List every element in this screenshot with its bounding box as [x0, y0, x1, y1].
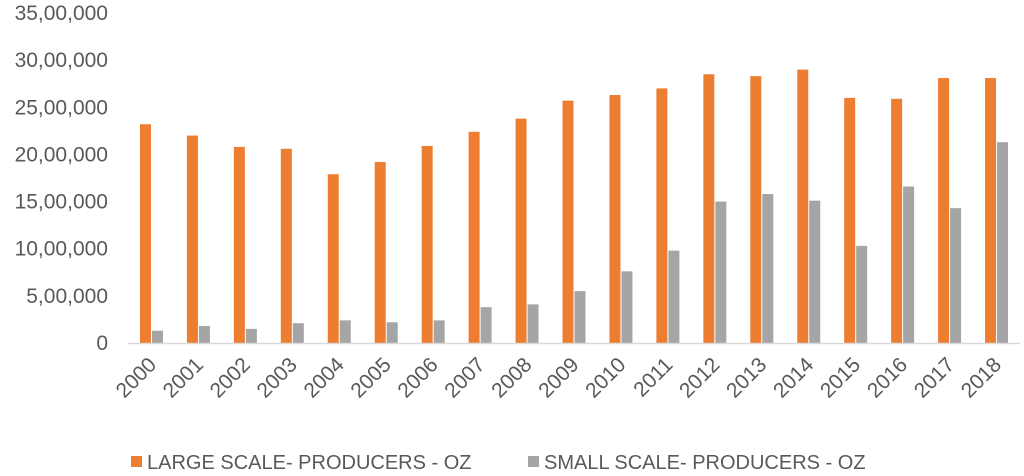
small-scale-bar: [997, 142, 1009, 343]
y-tick-label: 10,00,000: [15, 238, 108, 261]
large-scale-bar: [985, 78, 997, 344]
large-scale-bar: [421, 145, 433, 343]
small-scale-bar: [198, 326, 210, 343]
small-scale-bar: [433, 320, 445, 343]
x-tick-label: 2013: [722, 353, 771, 402]
y-tick-label: 20,00,000: [15, 143, 108, 166]
legend-swatch: [528, 456, 539, 467]
legend-label: SMALL SCALE- PRODUCERS - OZ: [544, 452, 866, 474]
small-scale-bar: [151, 330, 163, 343]
x-tick-label: 2006: [393, 353, 442, 402]
small-scale-bar: [668, 250, 680, 343]
small-scale-bar: [950, 208, 962, 343]
y-tick-label: 0: [96, 332, 108, 355]
x-tick-label: 2001: [159, 353, 208, 402]
large-scale-bar: [515, 118, 527, 343]
large-scale-bar: [186, 135, 198, 343]
x-tick-label: 2008: [487, 353, 536, 402]
small-scale-bar: [903, 186, 915, 343]
x-tick-label: 2004: [300, 353, 350, 403]
x-tick-label: 2009: [534, 353, 583, 402]
y-tick-label: 25,00,000: [15, 96, 108, 119]
x-tick-label: 2005: [346, 353, 395, 402]
large-scale-bar: [844, 97, 856, 343]
large-scale-bar: [797, 69, 809, 344]
y-axis-ticks: 0 5,00,000 10,00,000 15,00,000 20,00,000 25,0…: [15, 2, 108, 355]
legend-small-scale: SMALL SCALE- PRODUCERS - OZ: [528, 452, 866, 474]
large-scale-bar: [609, 95, 621, 344]
x-tick-label: 2018: [957, 353, 1006, 402]
x-axis-ticks: 2000200120022003200420052006200720082009…: [112, 353, 1006, 403]
small-scale-bar: [339, 320, 351, 343]
y-tick-label: 30,00,000: [15, 49, 108, 72]
small-scale-bar: [574, 291, 586, 343]
large-scale-bar: [139, 124, 151, 343]
large-scale-bar: [468, 131, 480, 343]
small-scale-bar: [527, 304, 539, 343]
legend: LARGE SCALE- PRODUCERS - OZ SMALL SCALE- …: [131, 452, 866, 474]
small-scale-bar: [762, 194, 774, 343]
small-scale-bar: [292, 323, 304, 343]
x-tick-label: 2017: [910, 353, 959, 402]
x-tick-label: 2007: [440, 353, 489, 402]
small-scale-bar: [386, 322, 398, 343]
large-scale-bar: [656, 88, 668, 343]
small-scale-bar: [856, 245, 868, 343]
bars: [139, 69, 1009, 344]
large-scale-bar: [938, 78, 950, 344]
x-tick-label: 2016: [863, 353, 912, 402]
small-scale-bar: [621, 271, 633, 343]
small-scale-bar: [480, 307, 492, 343]
x-tick-label: 2003: [253, 353, 302, 402]
small-scale-bar: [809, 200, 821, 343]
large-scale-bar: [327, 174, 339, 343]
small-scale-bar: [715, 201, 727, 343]
large-scale-bar: [280, 148, 292, 343]
x-tick-label: 2011: [629, 353, 677, 401]
x-tick-label: 2000: [112, 353, 161, 402]
legend-label: LARGE SCALE- PRODUCERS - OZ: [147, 452, 472, 474]
legend-large-scale: LARGE SCALE- PRODUCERS - OZ: [131, 452, 472, 474]
large-scale-bar: [233, 146, 245, 343]
large-scale-bar: [703, 74, 715, 344]
x-tick-label: 2002: [206, 353, 255, 402]
x-tick-label: 2010: [581, 353, 630, 402]
y-tick-label: 35,00,000: [15, 2, 108, 25]
y-tick-label: 5,00,000: [26, 285, 108, 308]
large-scale-bar: [562, 100, 574, 343]
large-scale-bar: [750, 76, 762, 344]
large-scale-bar: [891, 98, 903, 343]
x-tick-label: 2014: [769, 353, 819, 403]
x-tick-label: 2012: [675, 353, 724, 402]
x-tick-label: 2015: [816, 353, 865, 402]
y-tick-label: 15,00,000: [15, 191, 108, 214]
small-scale-bar: [245, 328, 257, 343]
large-scale-bar: [374, 161, 386, 343]
legend-swatch: [131, 456, 142, 467]
